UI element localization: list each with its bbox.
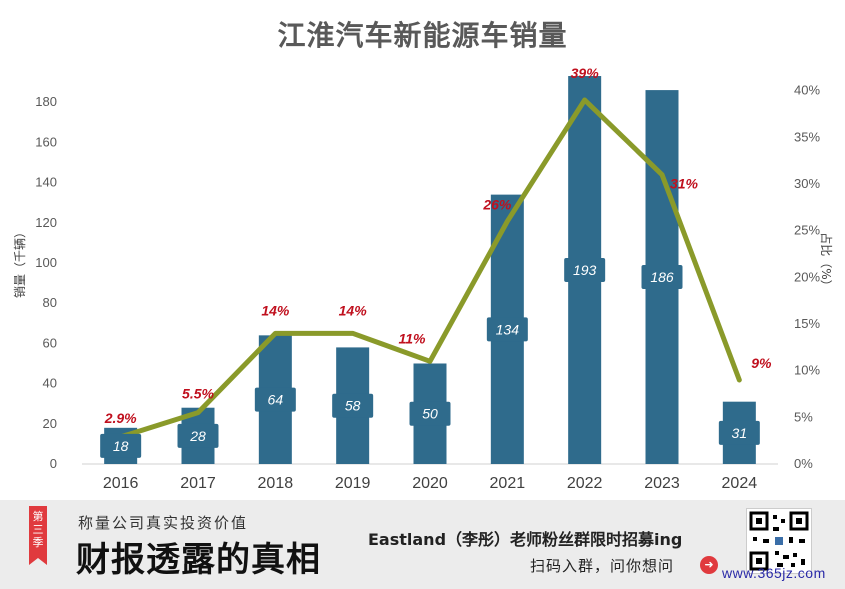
- y2-tick-label: 25%: [794, 223, 820, 238]
- x-tick-label: 2023: [644, 475, 680, 492]
- banner-cta-text[interactable]: 扫码入群，问你想问: [530, 557, 675, 575]
- season-tag: 第三季: [29, 506, 47, 558]
- share-value-label: 9%: [751, 355, 772, 371]
- bar-value-label: 64: [268, 392, 284, 408]
- arrow-right-circle-icon[interactable]: ➜: [700, 556, 718, 574]
- bar-label-bg: [332, 393, 374, 418]
- bar-value-label: 193: [573, 262, 597, 278]
- bar-label-bg: [641, 265, 683, 290]
- bar-label-bg: [486, 317, 528, 342]
- x-tick-label: 2018: [258, 475, 294, 492]
- share-line: [118, 97, 742, 440]
- bar-label-bg: [177, 423, 219, 448]
- x-tick-label: 2019: [335, 475, 371, 492]
- x-tick-label: 2016: [103, 475, 139, 492]
- qr-code-icon[interactable]: [746, 508, 812, 574]
- y-tick-label: 40: [43, 376, 57, 391]
- bar-label-bg: [409, 401, 451, 426]
- y2-tick-label: 5%: [794, 409, 813, 424]
- y2-tick-label: 10%: [794, 363, 820, 378]
- y-tick-label: 160: [35, 134, 57, 149]
- y2-tick-label: 20%: [794, 269, 820, 284]
- y-tick-label: 120: [35, 215, 57, 230]
- share-value-label: 11%: [399, 330, 427, 346]
- y-tick-label: 60: [43, 335, 57, 350]
- y2-tick-label: 0%: [794, 456, 813, 471]
- bar-label-bg: [254, 387, 296, 412]
- share-value-label: 2.9%: [104, 410, 137, 426]
- bar-value-label: 18: [113, 438, 129, 454]
- y2-tick-label: 30%: [794, 176, 820, 191]
- y2-tick-label: 35%: [794, 129, 820, 144]
- y-axis-title: 销量（千辆）: [13, 226, 27, 298]
- promo-banner[interactable]: 第三季 称量公司真实投资价值 财报透露的真相 Eastland（李彤）老师粉丝群…: [0, 500, 845, 589]
- bar-label-bg: [718, 420, 760, 445]
- bar-value-label: 186: [650, 269, 674, 285]
- share-value-label: 31%: [670, 176, 699, 192]
- bar-label-bg: [564, 258, 606, 283]
- chart-title: 江淮汽车新能源车销量: [277, 19, 568, 52]
- bar-value-label: 50: [422, 406, 438, 422]
- chart-plot: 0 20 40 60 80 100 120 140 160 180 0% 5% 10% 15% 20% 25%…: [13, 65, 834, 492]
- x-tick-label: 2020: [412, 475, 448, 492]
- y2-axis-title: 占比（%）: [819, 232, 834, 291]
- bar-label-bg: [100, 433, 142, 458]
- share-value-label: 14%: [261, 302, 290, 318]
- y-tick-label: 80: [43, 295, 57, 310]
- y-tick-label: 20: [43, 416, 57, 431]
- bar-value-label: 31: [732, 425, 748, 441]
- x-tick-label: 2017: [180, 475, 216, 492]
- banner-recruit-text: Eastland（李彤）老师粉丝群限时招募ing: [368, 530, 683, 549]
- y-tick-label: 0: [50, 456, 57, 471]
- season-tag-ribbon-tail: [29, 558, 47, 565]
- y2-tick-label: 15%: [794, 316, 820, 331]
- y2-tick-label: 40%: [794, 83, 820, 98]
- y-tick-label: 180: [35, 94, 57, 109]
- bar-value-label: 28: [189, 428, 206, 444]
- share-value-label: 14%: [339, 302, 368, 318]
- x-tick-label: 2022: [567, 475, 603, 492]
- x-tick-label: 2021: [490, 475, 526, 492]
- y-tick-label: 140: [35, 175, 57, 190]
- share-value-label: 39%: [571, 65, 600, 81]
- share-value-label: 5.5%: [182, 386, 214, 402]
- site-watermark: www.365jz.com: [722, 565, 826, 581]
- bar-value-label: 58: [345, 398, 361, 414]
- bar-value-label: 134: [496, 321, 520, 337]
- share-value-label: 26%: [482, 196, 512, 212]
- y-tick-label: 100: [35, 255, 57, 270]
- banner-subtitle: 称量公司真实投资价值: [78, 514, 249, 532]
- banner-title: 财报透露的真相: [76, 540, 321, 580]
- x-tick-label: 2024: [722, 475, 758, 492]
